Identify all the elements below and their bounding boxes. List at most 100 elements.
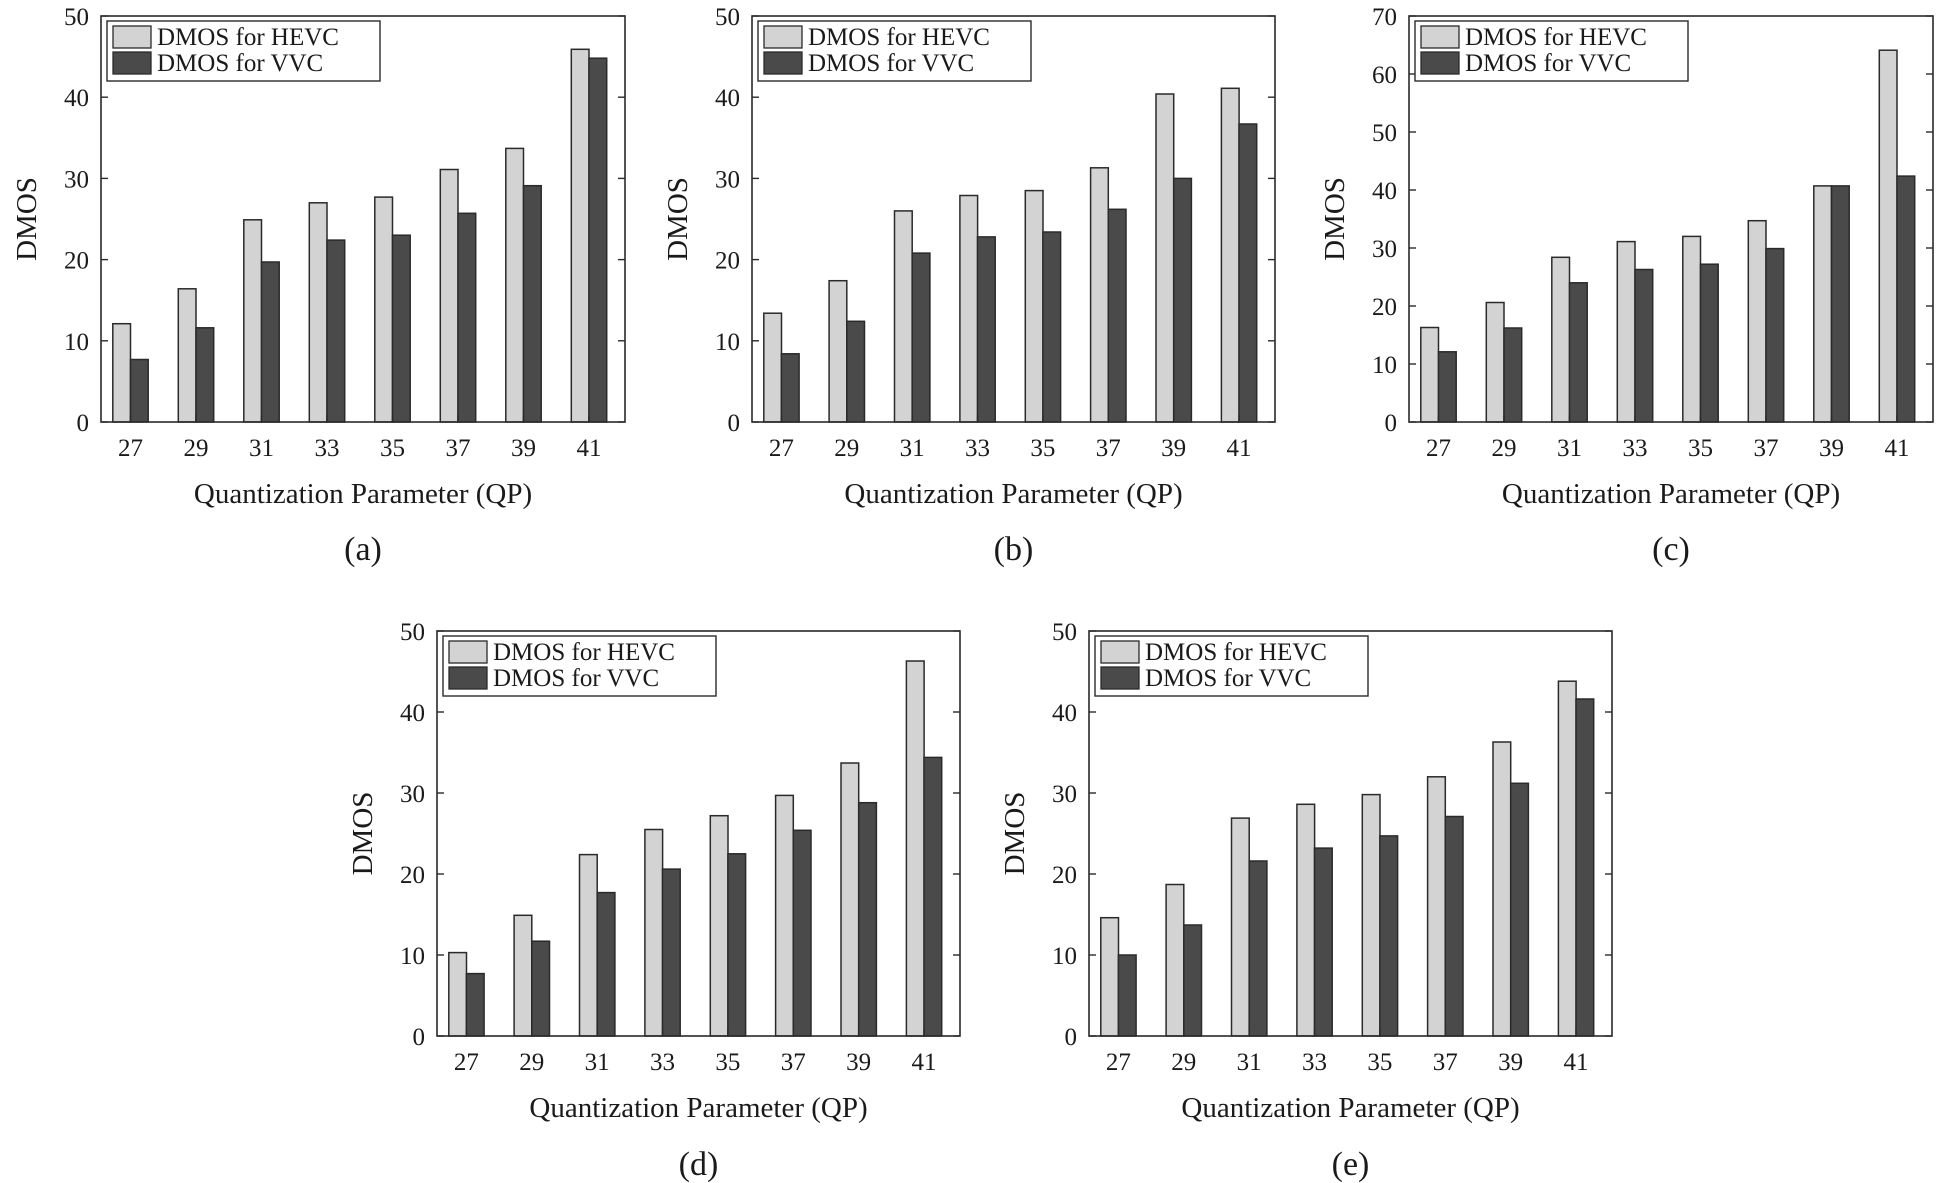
x-tick-label: 27	[1426, 435, 1451, 462]
y-axis-label: DMOS	[1319, 177, 1351, 261]
y-tick-label: 10	[715, 329, 740, 356]
y-tick-label: 30	[64, 166, 89, 193]
bar-hevc-qp-31	[1551, 256, 1571, 423]
bar-hevc-qp-29	[177, 288, 197, 423]
bar-hevc-qp-37	[439, 168, 459, 423]
legend-label-hevc: DMOS for HEVC	[493, 639, 675, 666]
x-tick-label: 41	[1227, 435, 1252, 462]
bar-vvc-qp-33	[1634, 268, 1654, 423]
bar-vvc-qp-33	[976, 236, 996, 423]
legend-label-vvc: DMOS for VVC	[808, 50, 974, 77]
x-tick-label: 29	[183, 435, 208, 462]
legend-swatch-vvc	[763, 51, 803, 75]
chart-panel-e: 0 10 20 30 40 50 27 29 31 33 35 37 39 41 Quantization …	[999, 619, 1613, 1183]
bar-vvc-qp-39	[1172, 177, 1193, 423]
bar-vvc-qp-41	[1575, 698, 1595, 1037]
x-tick-label: 39	[1498, 1049, 1523, 1076]
legend-swatch-vvc	[448, 666, 488, 690]
x-tick-label: 31	[1237, 1049, 1262, 1076]
x-tick-label: 33	[314, 435, 339, 462]
bar-vvc-qp-33	[661, 868, 681, 1037]
bar-vvc-qp-29	[195, 327, 215, 423]
bar-vvc-qp-31	[260, 261, 280, 423]
bar-vvc-qp-27	[780, 353, 800, 423]
legend-box	[1094, 635, 1369, 697]
bar-vvc-qp-27	[129, 358, 149, 423]
y-axis-label: DMOS	[662, 177, 694, 261]
bar-hevc-qp-35	[709, 814, 729, 1037]
axes-box	[100, 15, 626, 423]
bar-hevc-qp-31	[1230, 817, 1250, 1037]
y-tick-label: 10	[400, 943, 425, 970]
y-tick-label: 50	[400, 619, 425, 646]
y-tick-label: 60	[1372, 62, 1397, 89]
x-axis-label: Quantization Parameter (QP)	[1181, 1092, 1519, 1124]
y-tick-label: 10	[1372, 352, 1397, 379]
bar-vvc-qp-33	[326, 239, 346, 423]
chart-panel-b: 0 10 20 30 40 50 27 29 31 33 35 37 39 41 Quantization …	[662, 4, 1276, 568]
x-tick-label: 29	[1491, 435, 1516, 462]
bar-vvc-qp-37	[792, 829, 812, 1037]
bar-hevc-qp-31	[578, 853, 598, 1037]
x-tick-label: 33	[1302, 1049, 1327, 1076]
legend-label-hevc: DMOS for HEVC	[808, 24, 990, 51]
y-tick-label: 20	[400, 862, 425, 889]
y-tick-label: 40	[64, 85, 89, 112]
bar-hevc-qp-41	[905, 660, 925, 1037]
bar-hevc-qp-37	[1426, 776, 1447, 1037]
legend-swatch-hevc	[1420, 25, 1460, 49]
y-tick-label: 30	[1372, 236, 1397, 263]
x-tick-label: 27	[1106, 1049, 1131, 1076]
axes-box	[436, 630, 961, 1037]
y-tick-label: 10	[1052, 943, 1077, 970]
bar-vvc-qp-29	[1503, 327, 1523, 423]
x-tick-label: 35	[380, 435, 405, 462]
panel-caption: (a)	[344, 531, 382, 568]
bar-vvc-qp-35	[1042, 231, 1062, 423]
bar-vvc-qp-35	[1699, 263, 1719, 423]
bar-hevc-qp-35	[374, 196, 394, 423]
bar-hevc-qp-29	[1485, 301, 1505, 423]
x-tick-label: 35	[1688, 435, 1713, 462]
chart-panel-d: 0 10 20 30 40 50 27 29 31 33 35 37 39 41 Quantization …	[347, 619, 961, 1183]
x-tick-label: 27	[454, 1049, 479, 1076]
y-tick-label: 70	[1372, 4, 1397, 31]
x-tick-label: 41	[576, 435, 601, 462]
bar-vvc-qp-41	[1238, 123, 1258, 423]
bar-vvc-qp-35	[1379, 835, 1399, 1037]
bar-hevc-qp-27	[448, 951, 468, 1037]
x-tick-label: 27	[118, 435, 143, 462]
x-tick-label: 37	[1753, 435, 1778, 462]
x-tick-label: 33	[965, 435, 990, 462]
bar-vvc-qp-29	[531, 940, 551, 1037]
bar-hevc-qp-41	[1220, 87, 1240, 423]
y-tick-label: 20	[1372, 294, 1397, 321]
bar-vvc-qp-29	[1183, 924, 1203, 1037]
bar-vvc-qp-27	[1117, 954, 1137, 1037]
x-tick-label: 41	[912, 1049, 937, 1076]
bar-hevc-qp-29	[828, 279, 848, 423]
bar-vvc-qp-37	[1765, 247, 1785, 423]
x-tick-label: 29	[519, 1049, 544, 1076]
y-axis-label: DMOS	[11, 177, 43, 261]
y-tick-label: 30	[715, 166, 740, 193]
y-tick-label: 50	[715, 4, 740, 31]
y-tick-label: 30	[1052, 781, 1077, 808]
y-axis-label: DMOS	[999, 792, 1031, 876]
chart-panel-a: 0 10 20 30 40 50 27 29 31 33 35 37 39 41 Quantization …	[11, 4, 626, 568]
legend-swatch-hevc	[112, 25, 152, 49]
bar-hevc-qp-35	[1682, 235, 1702, 423]
legend-swatch-vvc	[1100, 666, 1140, 690]
bar-vvc-qp-31	[1568, 282, 1588, 423]
y-tick-label: 40	[715, 85, 740, 112]
x-tick-label: 29	[834, 435, 859, 462]
legend-swatch-hevc	[763, 25, 803, 49]
x-tick-label: 33	[1622, 435, 1647, 462]
y-tick-label: 0	[728, 410, 741, 437]
bar-vvc-qp-31	[596, 891, 616, 1037]
bar-vvc-qp-37	[1444, 815, 1464, 1037]
x-tick-label: 41	[1564, 1049, 1589, 1076]
legend-label-vvc: DMOS for VVC	[1145, 665, 1311, 692]
